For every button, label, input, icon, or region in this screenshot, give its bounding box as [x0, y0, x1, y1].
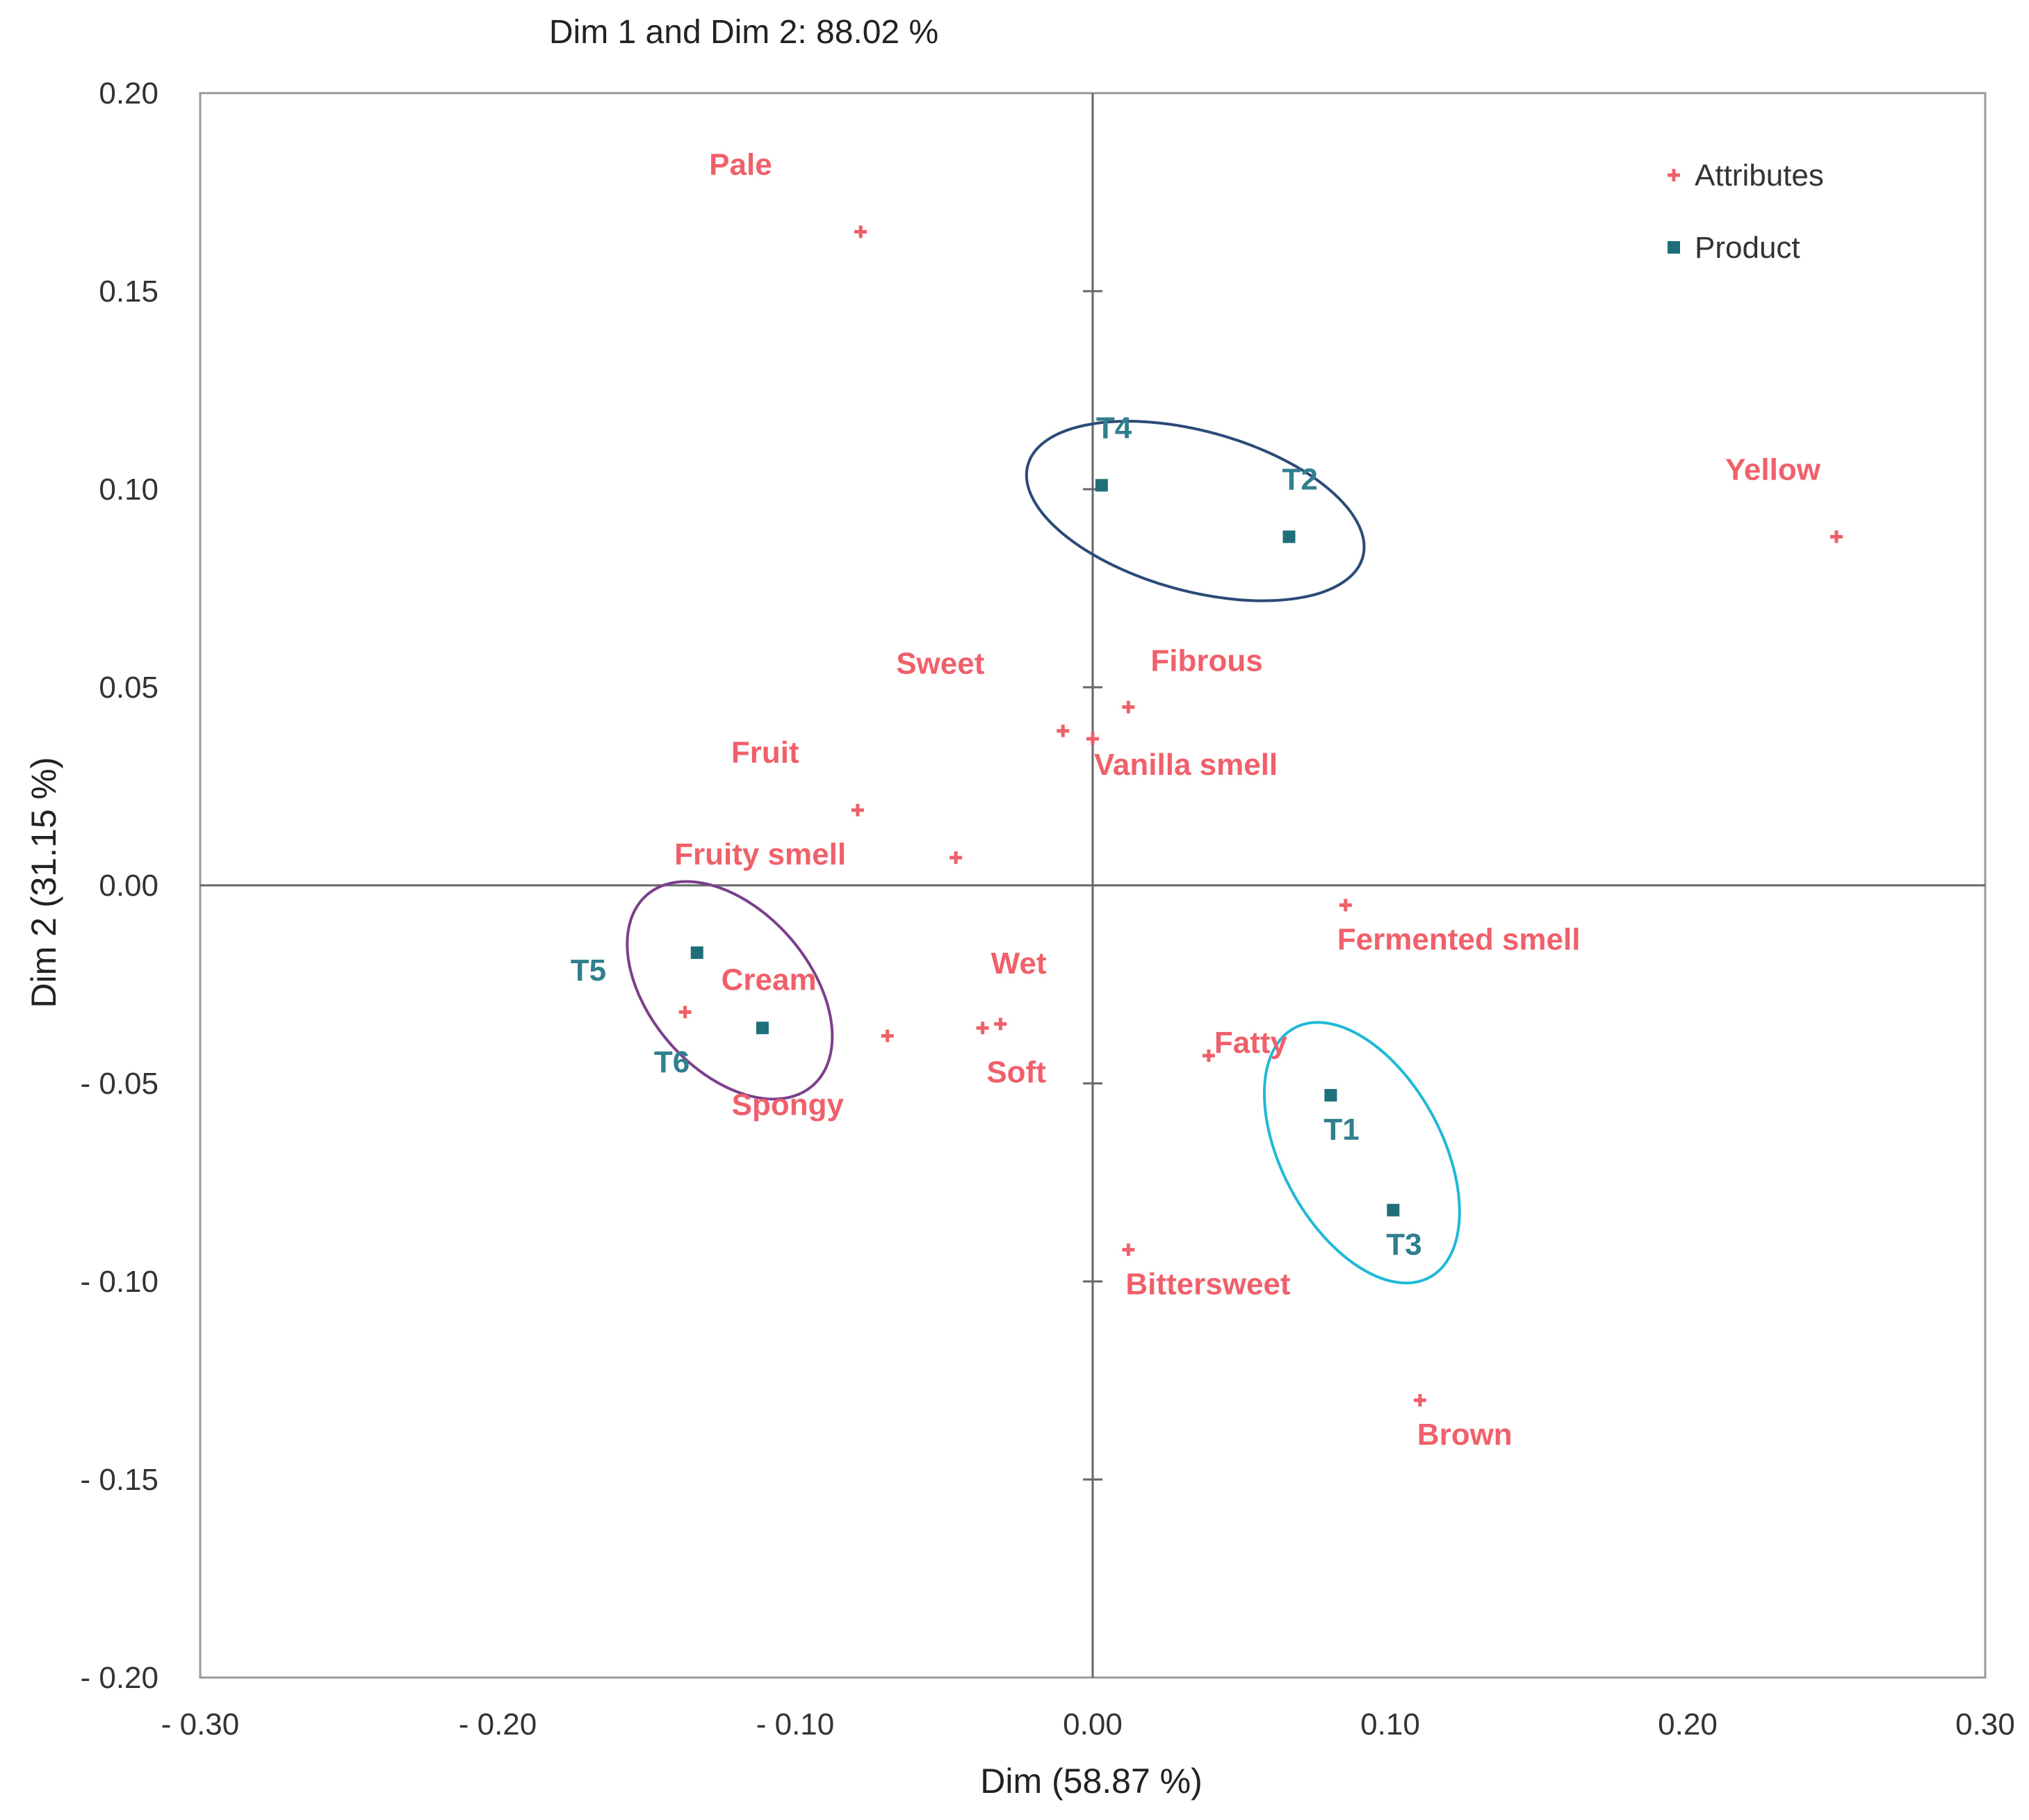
- attribute-point: [1122, 700, 1135, 714]
- attribute-label: Soft: [986, 1056, 1046, 1090]
- y-tick-label: 0.05: [99, 671, 158, 705]
- x-tick-label: - 0.10: [756, 1707, 835, 1741]
- product-point: [1324, 1089, 1337, 1102]
- attribute-point: [678, 1006, 692, 1019]
- product-point: [1282, 530, 1296, 543]
- attribute-label: Sweet: [896, 647, 985, 681]
- legend-attributes-marker: [1668, 169, 1680, 181]
- attribute-point: [1122, 1243, 1135, 1256]
- attribute-label: Pale: [709, 148, 772, 182]
- attribute-point: [1830, 530, 1843, 543]
- chart-title: Dim 1 and Dim 2: 88.02 %: [549, 14, 938, 51]
- attribute-point: [1086, 732, 1099, 746]
- product-point: [1387, 1204, 1400, 1217]
- y-tick-label: 0.10: [99, 473, 158, 507]
- attribute-point: [851, 803, 864, 817]
- attribute-label: Yellow: [1725, 452, 1821, 486]
- legend-attributes-label: Attributes: [1695, 158, 1824, 192]
- attribute-label: Spongy: [732, 1088, 845, 1122]
- attribute-label: Fermented smell: [1337, 923, 1581, 957]
- y-tick-label: 0.20: [99, 76, 158, 110]
- legend-product-marker: [1668, 241, 1680, 254]
- group-ellipse: [1025, 420, 1366, 602]
- y-tick-label: - 0.10: [80, 1265, 158, 1299]
- attribute-point: [1202, 1049, 1215, 1063]
- product-label: T3: [1386, 1227, 1421, 1261]
- attribute-label: Bittersweet: [1125, 1267, 1291, 1301]
- x-tick-label: 0.30: [1955, 1707, 2015, 1741]
- product-point: [1095, 479, 1108, 492]
- attribute-point: [1057, 724, 1070, 737]
- product-label: T2: [1282, 462, 1317, 496]
- attribute-point: [994, 1017, 1007, 1031]
- y-tick-label: - 0.20: [80, 1661, 158, 1695]
- x-tick-label: 0.10: [1360, 1707, 1420, 1741]
- x-tick-label: - 0.20: [459, 1707, 537, 1741]
- product-label: T6: [654, 1045, 690, 1079]
- y-tick-label: - 0.05: [80, 1067, 158, 1101]
- y-tick-label: - 0.15: [80, 1463, 158, 1497]
- group-ellipse: [626, 880, 834, 1101]
- attribute-point: [976, 1022, 989, 1035]
- product-label: T1: [1323, 1113, 1359, 1147]
- group-ellipse: [1262, 1021, 1461, 1285]
- x-tick-label: 0.00: [1063, 1707, 1123, 1741]
- y-tick-label: 0.00: [99, 869, 158, 903]
- attribute-point: [1339, 899, 1352, 912]
- y-tick-label: 0.15: [99, 274, 158, 309]
- legend-product-label: Product: [1695, 231, 1800, 265]
- x-axis-title: Dim (58.87 %): [980, 1762, 1203, 1801]
- x-tick-label: 0.20: [1658, 1707, 1718, 1741]
- product-label: T5: [571, 953, 606, 987]
- attribute-point: [950, 851, 963, 864]
- product-label: T4: [1096, 411, 1132, 445]
- attribute-label: Fibrous: [1150, 644, 1262, 678]
- attribute-point: [1413, 1394, 1426, 1407]
- attribute-label: Fatty: [1214, 1026, 1288, 1060]
- x-tick-label: - 0.30: [161, 1707, 240, 1741]
- y-axis-title: Dim 2 (31.15 %): [24, 757, 63, 1008]
- attribute-label: Vanilla smell: [1094, 748, 1278, 782]
- attribute-point: [881, 1029, 894, 1042]
- attribute-label: Cream: [722, 962, 817, 997]
- attribute-label: Brown: [1417, 1418, 1513, 1452]
- attribute-label: Fruit: [731, 736, 799, 770]
- attribute-label: Fruity smell: [674, 837, 846, 871]
- product-point: [690, 946, 703, 959]
- product-point: [756, 1022, 769, 1035]
- attribute-label: Wet: [991, 946, 1047, 981]
- attribute-point: [854, 225, 867, 238]
